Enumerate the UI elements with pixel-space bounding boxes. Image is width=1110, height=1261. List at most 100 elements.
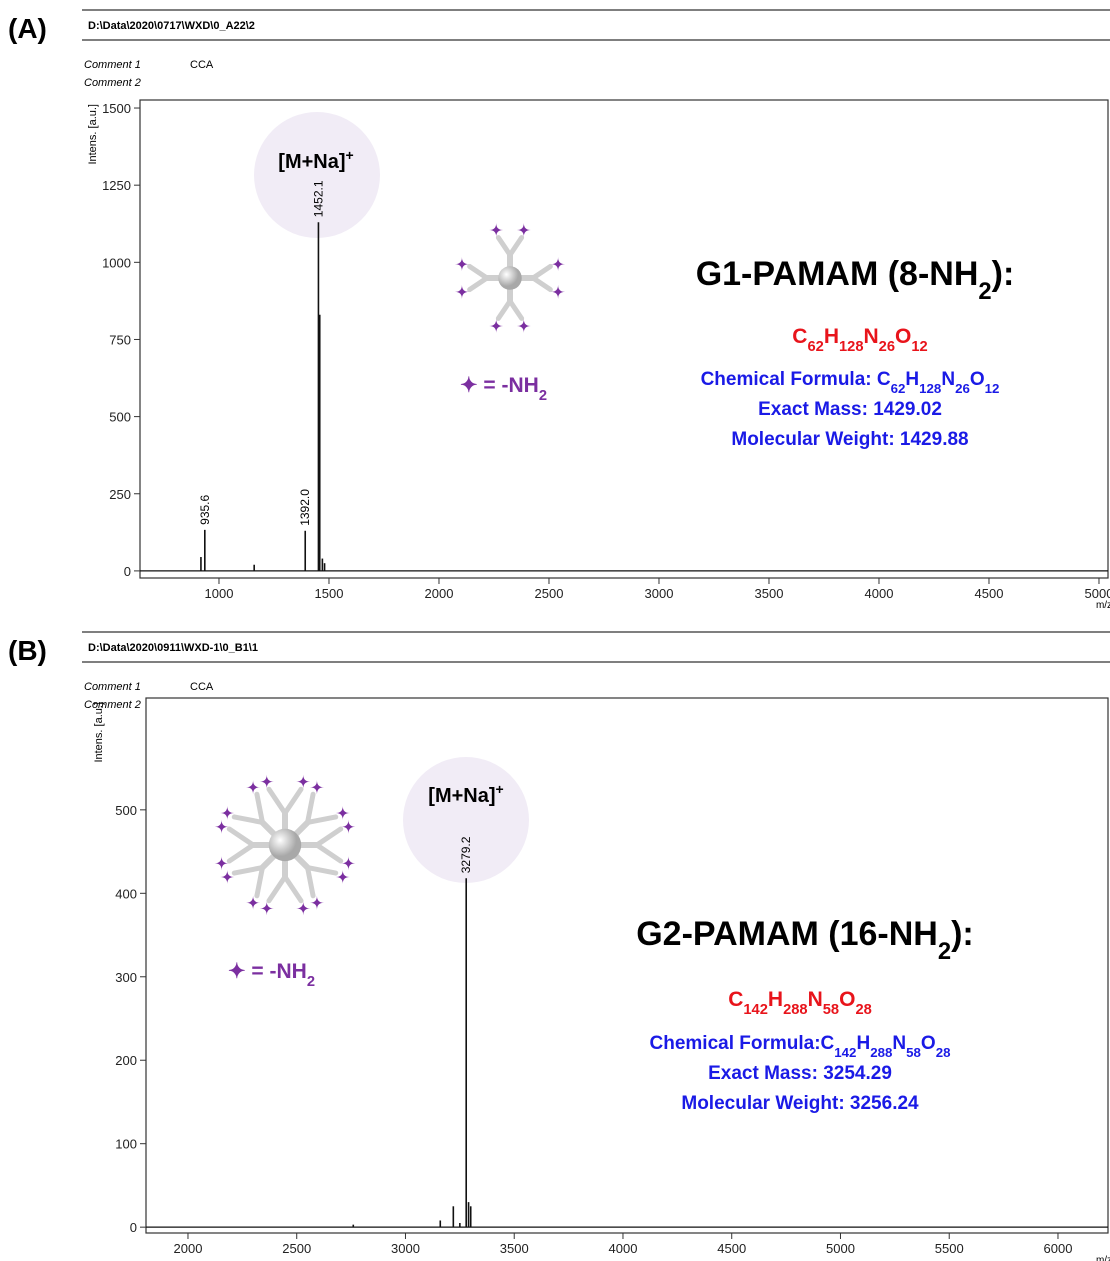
branch bbox=[266, 874, 288, 904]
branch bbox=[282, 786, 304, 816]
branch bbox=[507, 298, 525, 321]
compound-title: G2-PAMAM (16-NH2): bbox=[636, 915, 974, 965]
nh2-star bbox=[335, 869, 350, 884]
nh2-star bbox=[246, 780, 261, 795]
formula-part: O bbox=[895, 325, 911, 348]
nh2-star bbox=[489, 222, 504, 237]
formula-part: 12 bbox=[911, 339, 927, 355]
formula-part: C bbox=[728, 988, 743, 1011]
icon-legend-part: 2 bbox=[307, 974, 315, 990]
plot-frame bbox=[145, 697, 1109, 1234]
nh2-star bbox=[335, 806, 350, 821]
x-tick-label: 2000 bbox=[174, 1241, 203, 1256]
peak-label: 3279.2 bbox=[459, 836, 473, 873]
formula-part: C bbox=[792, 325, 807, 348]
y-tick-label: 1000 bbox=[102, 255, 131, 270]
x-tick-label: 1000 bbox=[205, 586, 234, 601]
branch bbox=[226, 842, 256, 864]
formula-part: 26 bbox=[879, 339, 895, 355]
formula-part: N bbox=[808, 988, 823, 1011]
x-tick-label: 4000 bbox=[865, 586, 894, 601]
panel-label: (B) bbox=[8, 635, 47, 666]
nh2-star bbox=[246, 895, 261, 910]
nh2-star bbox=[341, 819, 356, 834]
branch bbox=[530, 263, 553, 281]
chemical-formula-part: 58 bbox=[906, 1045, 921, 1060]
formula: C142H288N58O28 bbox=[728, 988, 872, 1018]
ion-text: [M+Na] bbox=[278, 151, 345, 173]
nh2-star bbox=[454, 257, 469, 272]
y-tick-label: 100 bbox=[115, 1137, 137, 1152]
compound-title: G1-PAMAM (8-NH2): bbox=[696, 255, 1015, 305]
dendrimer-icon bbox=[454, 222, 566, 334]
formula-part: 62 bbox=[807, 339, 823, 355]
highlight-circle bbox=[403, 757, 529, 883]
chemical-formula-part: N bbox=[892, 1033, 906, 1054]
x-tick-label: 3000 bbox=[391, 1241, 420, 1256]
chemical-formula-part: 12 bbox=[985, 381, 1000, 396]
branch bbox=[305, 814, 339, 825]
branch bbox=[530, 275, 553, 293]
comment-value: CCA bbox=[190, 681, 214, 693]
core bbox=[498, 266, 522, 290]
branch bbox=[495, 298, 513, 321]
x-axis-label: m/z bbox=[1096, 600, 1110, 611]
chemical-formula-part: 62 bbox=[891, 381, 906, 396]
compound-title-part: ): bbox=[992, 255, 1015, 293]
comment: Comment 2 bbox=[84, 77, 141, 89]
comment-value: CCA bbox=[190, 59, 214, 71]
formula-part: 58 bbox=[823, 1002, 839, 1018]
nh2-star bbox=[309, 780, 324, 795]
file-path: D:\Data\2020\0911\WXD-1\0_B1\1 bbox=[88, 642, 258, 654]
y-tick-label: 1500 bbox=[102, 101, 131, 116]
chemical-formula-part: Chemical Formula:C bbox=[650, 1033, 835, 1054]
nh2-star bbox=[516, 319, 531, 334]
branch bbox=[231, 814, 265, 825]
branch bbox=[226, 826, 256, 848]
x-tick-label: 2500 bbox=[282, 1241, 311, 1256]
nh2-star bbox=[220, 806, 235, 821]
y-axis-label: Intens. [a.u.] bbox=[87, 104, 99, 165]
icon-legend-part: 2 bbox=[539, 388, 547, 404]
nh2-star bbox=[296, 901, 311, 916]
y-tick-label: 200 bbox=[115, 1053, 137, 1068]
nh2-star bbox=[551, 284, 566, 299]
peak-label: 935.6 bbox=[198, 495, 212, 525]
y-tick-label: 0 bbox=[124, 564, 131, 579]
exact-mass: Exact Mass: 1429.02 bbox=[758, 399, 942, 420]
x-axis-label: m/z bbox=[1096, 1255, 1110, 1261]
compound-title-part: 2 bbox=[978, 278, 991, 305]
branch bbox=[467, 275, 490, 293]
formula-part: 28 bbox=[855, 1002, 871, 1018]
branch bbox=[231, 865, 265, 876]
x-tick-label: 3500 bbox=[755, 586, 784, 601]
nh2-star bbox=[489, 319, 504, 334]
highlight-circle bbox=[254, 112, 380, 238]
formula: C62H128N26O12 bbox=[792, 325, 927, 355]
branch bbox=[495, 235, 513, 258]
x-tick-label: 4000 bbox=[609, 1241, 638, 1256]
x-tick-label: 5000 bbox=[826, 1241, 855, 1256]
ion-sup: + bbox=[346, 147, 354, 163]
icon-legend: ✦ = -NH2 bbox=[228, 960, 315, 990]
dendrimer-icon bbox=[214, 774, 356, 916]
nh2-star bbox=[454, 284, 469, 299]
branch bbox=[266, 786, 288, 816]
nh2-star bbox=[516, 222, 531, 237]
panel-label: (A) bbox=[8, 13, 47, 44]
y-tick-label: 400 bbox=[115, 886, 137, 901]
x-tick-label: 3000 bbox=[645, 586, 674, 601]
file-path: D:\Data\2020\0717\WXD\0_A22\2 bbox=[88, 20, 255, 32]
x-tick-label: 2000 bbox=[425, 586, 454, 601]
y-tick-label: 250 bbox=[109, 487, 131, 502]
x-tick-label: 4500 bbox=[717, 1241, 746, 1256]
x-tick-label: 5500 bbox=[935, 1241, 964, 1256]
nh2-star bbox=[214, 856, 229, 871]
branch bbox=[305, 865, 316, 899]
branch bbox=[254, 791, 265, 825]
comment: Comment 2 bbox=[84, 699, 141, 711]
y-tick-label: 0 bbox=[130, 1220, 137, 1235]
icon-legend: ✦ = -NH2 bbox=[460, 374, 547, 404]
branch bbox=[305, 791, 316, 825]
